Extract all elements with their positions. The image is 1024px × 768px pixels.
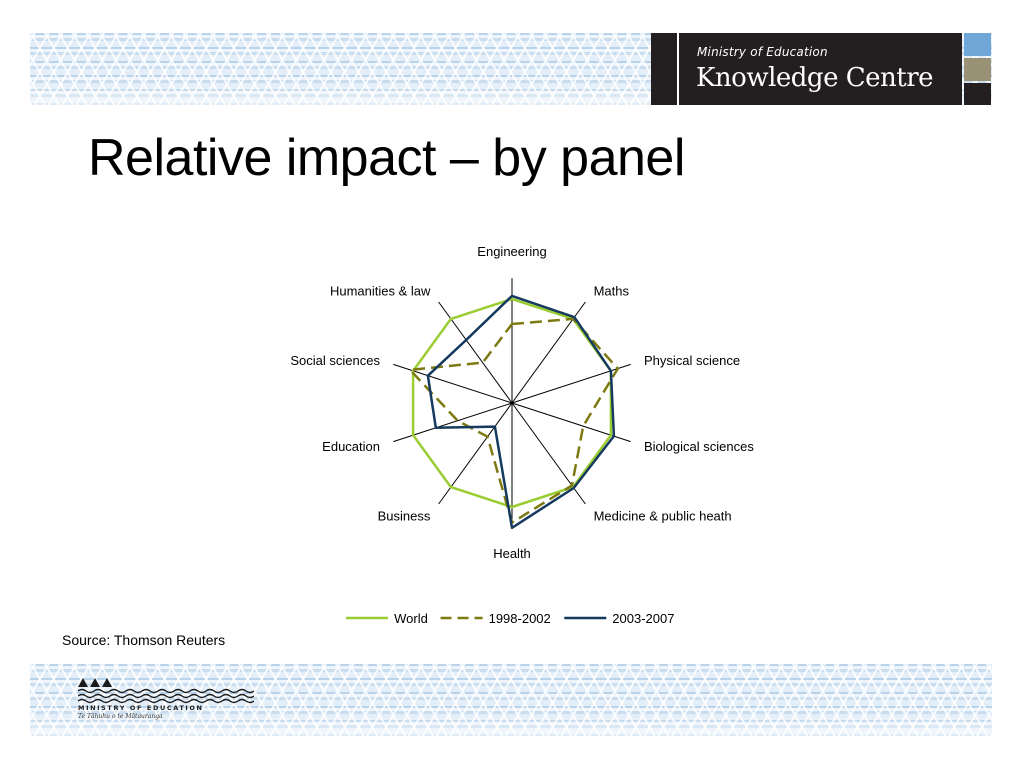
ministry-logo-icon bbox=[78, 678, 254, 704]
legend-label-1998-2002: 1998-2002 bbox=[489, 611, 551, 626]
brand-swatch-black bbox=[964, 83, 991, 105]
radar-axis-line bbox=[393, 363, 513, 404]
radar-category-labels: Engineering Maths Physical science Biologic… bbox=[290, 244, 754, 561]
category-label: Medicine & public heath bbox=[594, 508, 732, 523]
radar-axes bbox=[393, 278, 631, 528]
ministry-logo-caption: MINISTRY OF EDUCATION bbox=[78, 704, 204, 712]
logo-divider bbox=[677, 33, 679, 105]
brand-swatch-khaki bbox=[964, 58, 991, 81]
category-label: Biological sciences bbox=[644, 439, 754, 454]
brand-swatch-blue bbox=[964, 33, 991, 56]
category-label: Health bbox=[493, 546, 531, 561]
slide-title: Relative impact – by panel bbox=[88, 129, 685, 187]
category-label: Maths bbox=[594, 284, 630, 299]
category-label: Education bbox=[322, 439, 380, 454]
category-label: Social sciences bbox=[290, 353, 380, 368]
chart-legend: World 1998-2002 2003-2007 bbox=[346, 611, 674, 626]
category-label: Humanities & law bbox=[330, 284, 431, 299]
ministry-of-education-text: Ministry of Education bbox=[697, 45, 828, 59]
category-label: Engineering bbox=[477, 244, 546, 259]
source-note: Source: Thomson Reuters bbox=[62, 632, 226, 648]
category-label: Business bbox=[378, 508, 431, 523]
radar-axis-line bbox=[438, 402, 513, 505]
legend-label-world: World bbox=[394, 611, 428, 626]
radar-series bbox=[408, 294, 620, 530]
series-line-1998-2002 bbox=[408, 317, 620, 524]
category-label: Physical science bbox=[644, 353, 740, 368]
radar-axis-line bbox=[438, 301, 513, 404]
knowledge-centre-text: Knowledge Centre bbox=[696, 63, 934, 93]
legend-label-2003-2007: 2003-2007 bbox=[612, 611, 674, 626]
series-line-2003-2007 bbox=[426, 294, 616, 530]
ministry-logo-subtitle: Te Tāhuhu o te Mātauranga bbox=[78, 713, 163, 720]
knowledge-centre-logo: Ministry of Education Knowledge Centre bbox=[651, 33, 962, 105]
radar-axis-line bbox=[393, 402, 513, 443]
